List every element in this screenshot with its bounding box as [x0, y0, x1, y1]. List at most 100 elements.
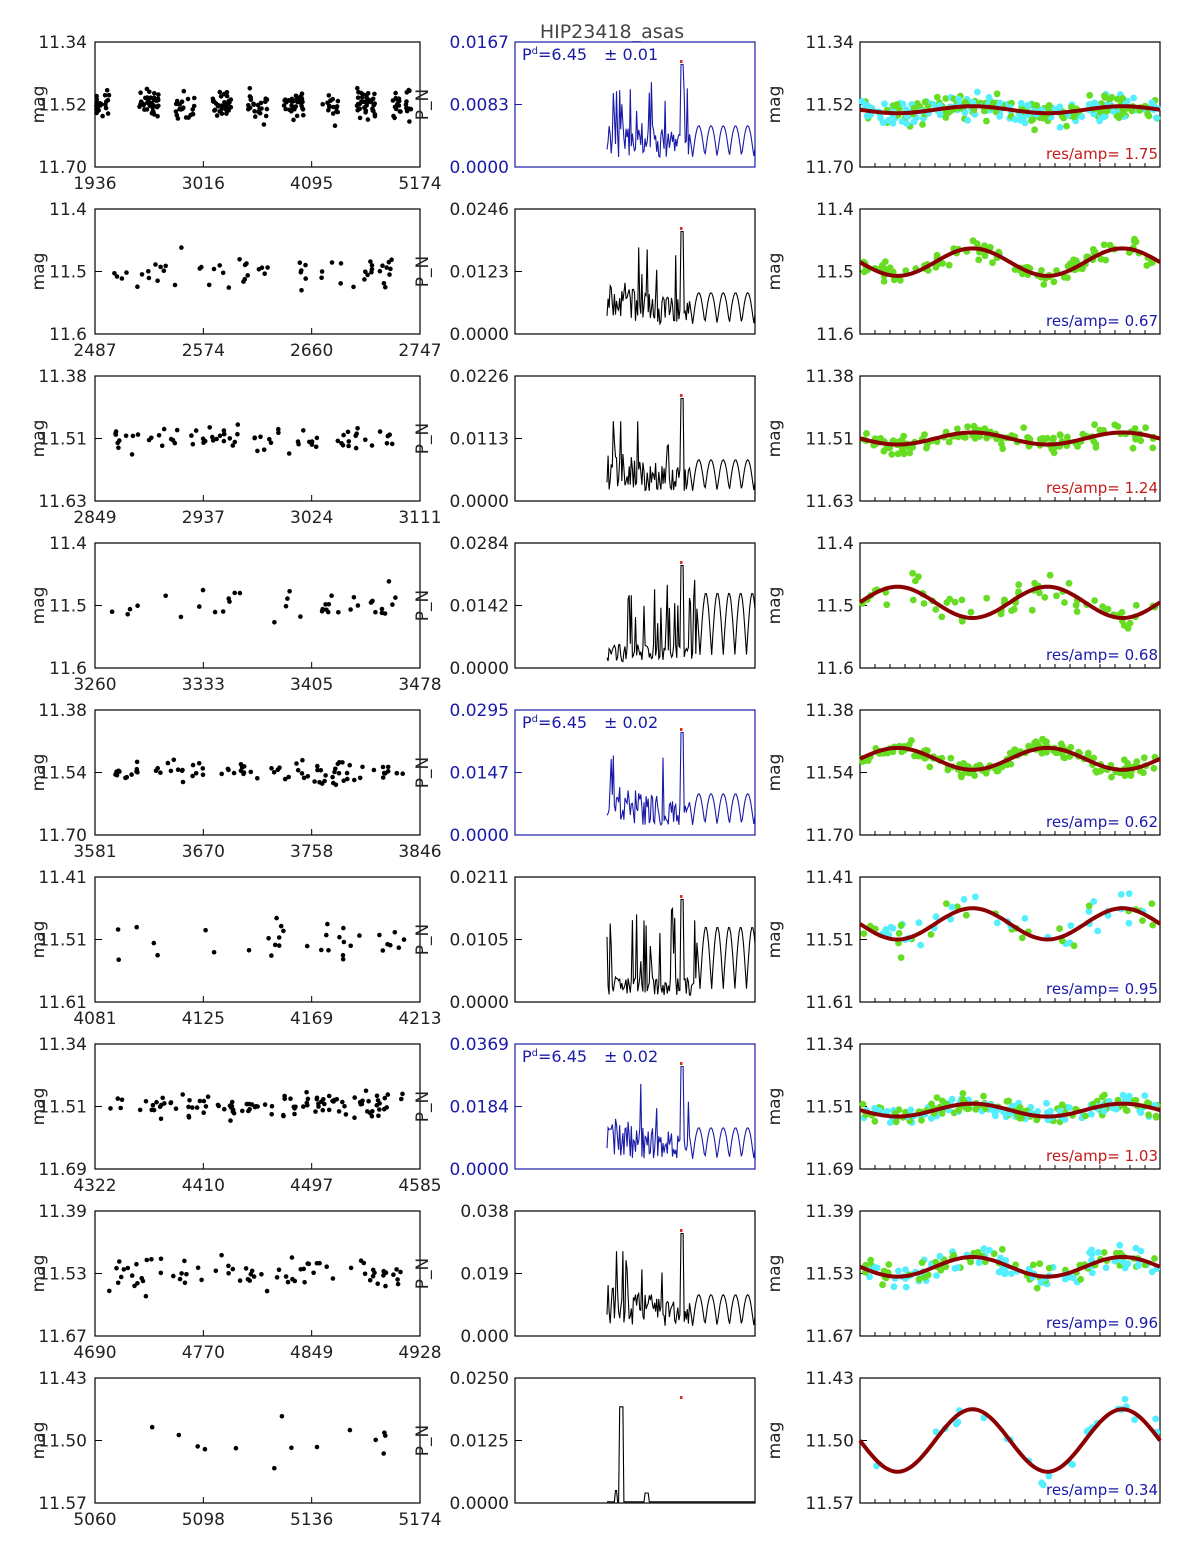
lc-point [380, 263, 385, 269]
ph-fit-curve [859, 104, 1161, 116]
ph-point [954, 1264, 961, 1271]
lc-point [381, 281, 387, 286]
lc-point [377, 1107, 382, 1112]
ph-res-amp: res/amp= 0.34 [1046, 1481, 1158, 1499]
ph-point [1031, 126, 1038, 134]
ph-point [883, 601, 891, 609]
ph-point [1082, 1112, 1089, 1120]
ph-point [950, 1251, 957, 1259]
lc-point [261, 447, 267, 453]
ph-point [1046, 571, 1054, 579]
lc-point [298, 94, 304, 99]
lc-point [374, 1093, 380, 1099]
lc-point [346, 439, 352, 444]
ph-point [1034, 741, 1042, 748]
ph-point [1144, 110, 1152, 118]
lc-point [221, 431, 227, 437]
ph-y-axis-label: mag [765, 754, 785, 792]
lc-point [305, 774, 311, 779]
lc-point [333, 766, 338, 772]
lc-point [332, 1097, 337, 1103]
lc-point [335, 438, 341, 444]
ph-point [923, 441, 931, 448]
lc-point [124, 270, 129, 275]
lc-frame [94, 709, 421, 836]
ph-point [938, 1110, 946, 1117]
lc-point [201, 1098, 207, 1104]
lc-point [177, 1276, 183, 1282]
lc-point [304, 1100, 310, 1106]
lc-point [179, 768, 185, 774]
ph-point [1045, 1472, 1053, 1480]
lc-point [265, 265, 270, 270]
ph-y-tick-label: 11.53 [805, 1265, 854, 1285]
lc-point [291, 117, 296, 123]
lc-x-tick-label: 4497 [290, 1176, 333, 1196]
ph-point [972, 893, 979, 901]
lc-point [301, 775, 307, 781]
lc-point [301, 1266, 307, 1272]
lc-point [221, 438, 227, 444]
ph-point [1148, 1268, 1156, 1276]
lc-point [217, 89, 223, 95]
lc-point [289, 1255, 295, 1260]
lc-point [113, 429, 119, 434]
lc-point [149, 1424, 155, 1430]
lc-point [282, 1096, 288, 1102]
ph-point [1070, 942, 1078, 950]
lc-point [266, 935, 271, 941]
ph-point [1140, 754, 1148, 762]
lc-y-tick-label: 11.52 [38, 96, 87, 116]
lc-y-tick-label: 11.4 [49, 534, 87, 554]
lc-point [247, 105, 253, 111]
ph-point [998, 440, 1005, 448]
lc-point [107, 1288, 112, 1294]
ph-point [1121, 1096, 1129, 1103]
ph-y-axis-label: mag [765, 1422, 785, 1460]
lc-y-tick-label: 11.34 [38, 33, 87, 53]
lc-point [144, 1257, 150, 1263]
lc-point [149, 435, 154, 441]
ph-point [921, 431, 928, 438]
ph-point [1094, 1249, 1102, 1256]
lc-point [330, 1276, 336, 1281]
pg-y-axis-label: P_N [413, 256, 433, 287]
ph-point [1131, 1416, 1138, 1424]
ph-point [1090, 437, 1097, 445]
ph-point [1036, 1260, 1044, 1268]
lc-x-tick-label: 3111 [398, 508, 441, 528]
lc-point [326, 948, 331, 953]
lc-point [108, 1106, 113, 1111]
ph-point [975, 256, 983, 264]
pg-y-tick-label: 0.0211 [450, 868, 509, 888]
lc-x-tick-label: 4690 [73, 1343, 116, 1363]
lc-y-tick-label: 11.38 [38, 701, 87, 721]
lc-point [365, 272, 370, 278]
lc-point [365, 97, 371, 102]
ph-y-tick-label: 11.63 [805, 492, 854, 512]
ph-point [970, 1249, 978, 1257]
lc-point [187, 1098, 192, 1103]
pg-y-tick-label: 0.0125 [450, 1432, 509, 1452]
lc-point [219, 1252, 224, 1258]
lc-point [364, 103, 369, 108]
lc-point [351, 284, 356, 290]
lc-x-tick-label: 5060 [73, 1510, 116, 1530]
lc-point [240, 1108, 245, 1114]
lc-point [217, 263, 222, 268]
ph-point [1139, 917, 1146, 924]
lc-point [206, 282, 212, 288]
ph-point [881, 258, 889, 265]
lc-point [156, 103, 161, 109]
lc-y-axis-label: mag [29, 921, 49, 959]
pg-trace [606, 1065, 756, 1159]
ph-point [1074, 443, 1081, 450]
lc-point [312, 779, 317, 784]
lc-point [179, 1271, 184, 1276]
lc-point [338, 261, 344, 266]
pg-y-tick-label: 0.0147 [450, 764, 509, 784]
ph-point [910, 118, 918, 126]
lc-point [154, 1099, 159, 1105]
ph-res-amp: res/amp= 1.24 [1046, 479, 1158, 497]
